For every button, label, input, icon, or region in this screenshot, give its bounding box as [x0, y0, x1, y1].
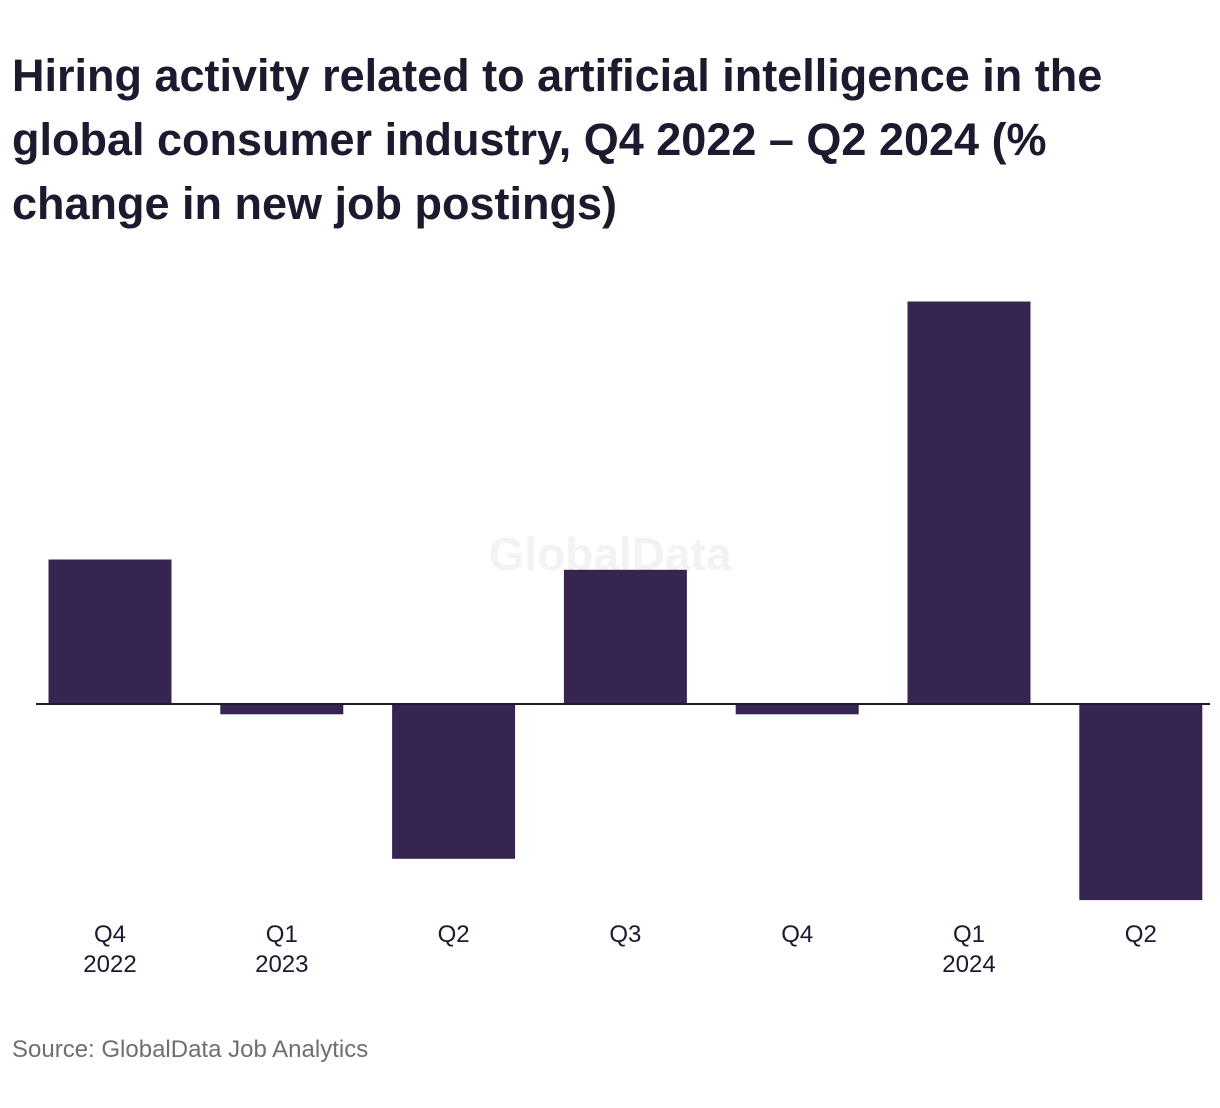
chart-title: Hiring activity related to artificial in…: [12, 50, 1103, 229]
x-tick-label: Q2: [438, 921, 470, 948]
x-tick-label: Q1: [266, 921, 298, 948]
x-tick-label: 2024: [942, 951, 995, 978]
x-tick-label: Q4: [94, 921, 126, 948]
x-tick-label: Q2: [1125, 921, 1157, 948]
x-tick-labels: Q4 2022 Q1 2023 Q2 Q3 Q4 Q1 2024 Q2: [83, 921, 1157, 978]
x-tick-label: Q3: [609, 921, 641, 948]
bar-q4-2022: [48, 559, 172, 704]
bar-q1-2023: [220, 704, 344, 715]
x-tick-label: 2023: [255, 951, 308, 978]
bars-group: [48, 301, 1203, 901]
bar-q2-2024: [1079, 704, 1203, 901]
x-tick-label: Q4: [781, 921, 813, 948]
bar-q4-2023: [735, 704, 859, 715]
x-tick-label: Q1: [953, 921, 985, 948]
bar-q3-2023: [563, 569, 687, 704]
bar-q1-2024: [907, 301, 1031, 704]
bar-q2-2023: [392, 704, 516, 859]
x-tick-label: 2022: [83, 951, 136, 978]
source-note: Source: GlobalData Job Analytics: [12, 1036, 369, 1063]
